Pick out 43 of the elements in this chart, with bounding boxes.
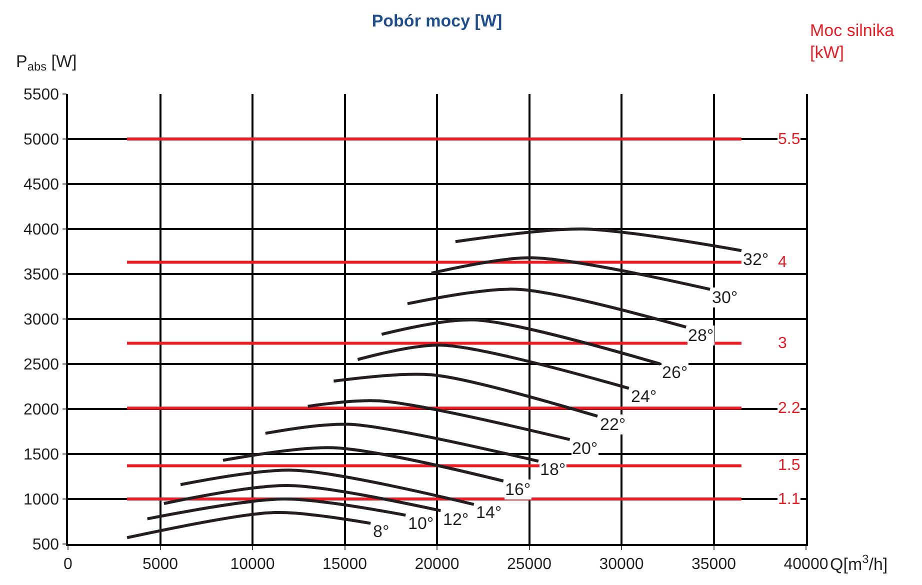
text: 2.2 bbox=[778, 400, 800, 417]
series-label: 30° bbox=[712, 288, 738, 307]
series-label: 12° bbox=[443, 510, 469, 529]
x-tick-label: 40000 bbox=[784, 556, 828, 573]
x-tick-label: 30000 bbox=[599, 556, 644, 573]
y-tick-label: 3000 bbox=[23, 312, 60, 329]
series-label: 28° bbox=[688, 326, 714, 345]
y-tick-label: 5500 bbox=[23, 86, 60, 104]
y2-axis-title: Moc silnika [kW] bbox=[810, 21, 895, 62]
y-tick-label: 2000 bbox=[23, 402, 60, 419]
x-tick-label: 35000 bbox=[692, 556, 736, 573]
x-tick-label: 10000 bbox=[230, 556, 275, 573]
y-tick-label: 4000 bbox=[23, 222, 60, 239]
text: 3 bbox=[778, 335, 787, 352]
text: 4 bbox=[778, 254, 787, 271]
y-tick-label: 1500 bbox=[23, 446, 60, 464]
x-tick-label: 5000 bbox=[142, 556, 178, 573]
y-tick-label: 5000 bbox=[23, 132, 60, 149]
chart-title: Pobór mocy [W] bbox=[372, 12, 502, 31]
series-label: 24° bbox=[631, 387, 657, 406]
series-label: 8° bbox=[373, 522, 390, 541]
y-tick-label: 2500 bbox=[23, 356, 60, 374]
series-label: 18° bbox=[540, 460, 566, 479]
series-label: 14° bbox=[476, 503, 502, 522]
series-label: 32° bbox=[743, 250, 769, 269]
x-tick-label: 20000 bbox=[414, 556, 460, 573]
y-axis-title: P$_{abs}$ [W] bbox=[16, 52, 77, 74]
series-label: 10° bbox=[408, 514, 434, 533]
x-tick-label: 15000 bbox=[322, 556, 368, 573]
text: 1.1 bbox=[778, 491, 800, 508]
x-axis-title: Q[m$^{3}$/h] bbox=[830, 552, 888, 574]
y-tick-label: 1000 bbox=[23, 492, 60, 509]
x-tick-label: 0 bbox=[64, 556, 73, 573]
series-label: 20° bbox=[572, 439, 598, 458]
series-label: 26° bbox=[662, 363, 688, 382]
y-tick-label: 4500 bbox=[23, 176, 60, 194]
text: 1.5 bbox=[778, 457, 800, 474]
series-label: 22° bbox=[600, 415, 626, 434]
text: 5.5 bbox=[778, 131, 800, 148]
y-tick-label: 3500 bbox=[23, 266, 60, 284]
x-tick-label: 25000 bbox=[507, 556, 552, 573]
y-tick-label: 500 bbox=[32, 536, 60, 554]
series-label: 16° bbox=[505, 480, 531, 499]
